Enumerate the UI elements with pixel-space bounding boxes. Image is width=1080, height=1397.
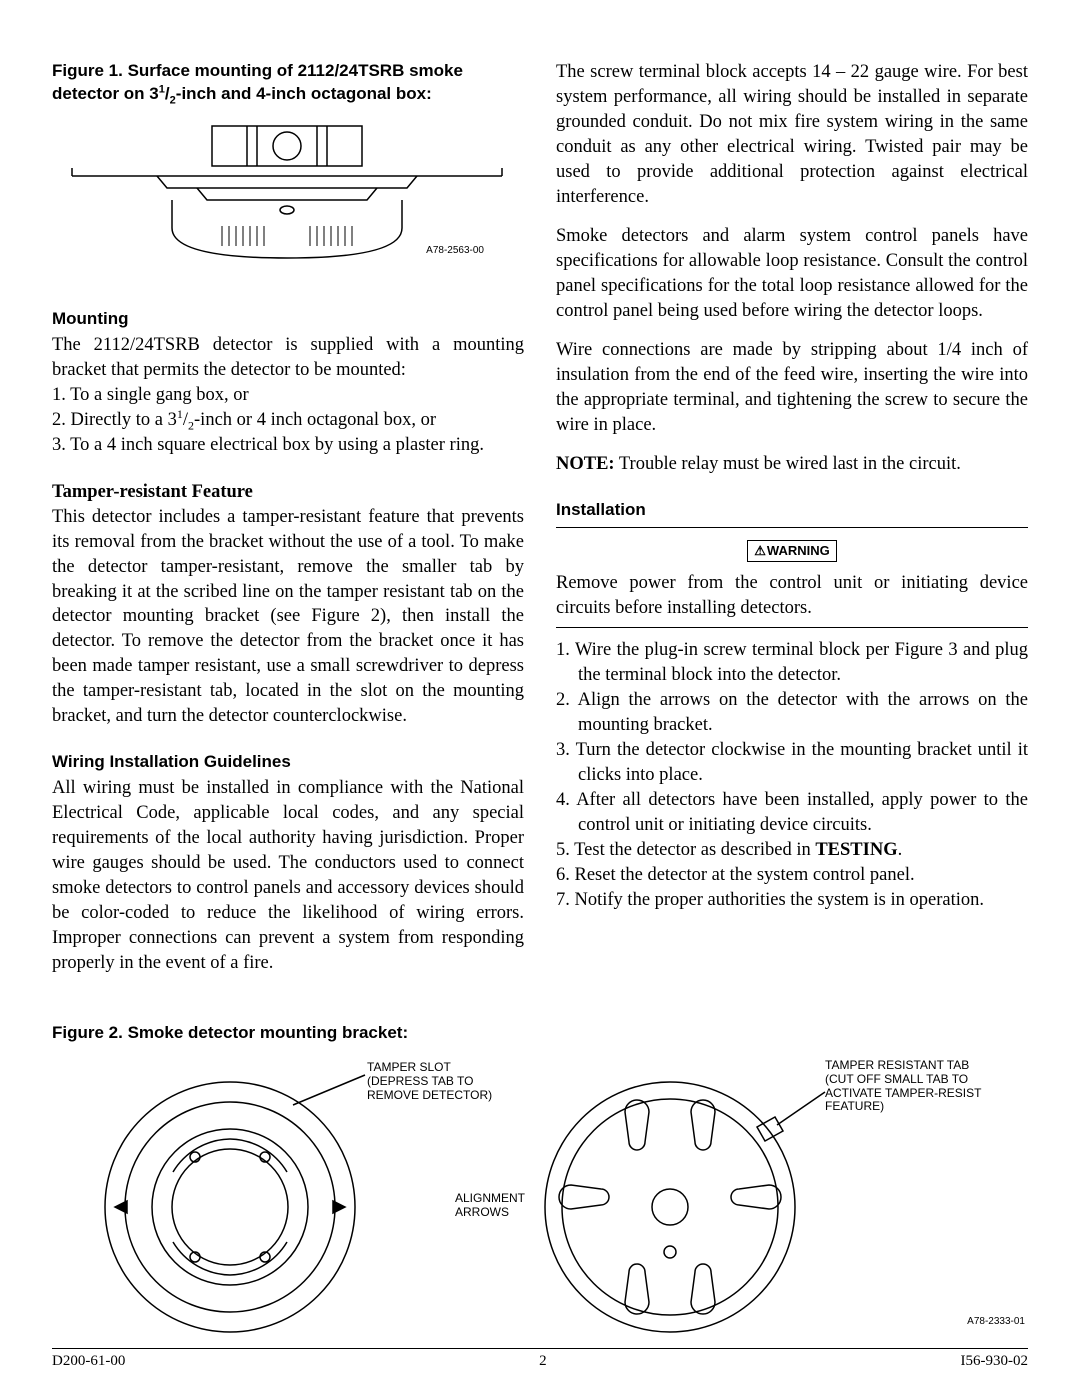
wiring-p3: Smoke detectors and alarm system control… — [556, 224, 1028, 324]
wiring-p2: The screw terminal block accepts 14 – 22… — [556, 60, 1028, 210]
figure-1-title: Figure 1. Surface mounting of 2112/24TSR… — [52, 60, 524, 106]
mounting-p1: The 2112/24TSRB detector is supplied wit… — [52, 333, 524, 383]
fig2-label-tamper-tab: TAMPER RESISTANT TAB (CUT OFF SMALL TAB … — [825, 1059, 981, 1114]
install-li7: 7. Notify the proper authorities the sys… — [556, 888, 1028, 913]
installation-heading: Installation — [556, 499, 1028, 522]
mounting-list: 1. To a single gang box, or 2. Directly … — [52, 383, 524, 458]
figure-2-image: TAMPER SLOT (DEPRESS TAB TO REMOVE DETEC… — [55, 1057, 1025, 1347]
footer-right: I56-930-02 — [960, 1351, 1028, 1371]
install-li1: 1. Wire the plug-in screw terminal block… — [556, 638, 1028, 688]
fig2-label-tamper-slot: TAMPER SLOT (DEPRESS TAB TO REMOVE DETEC… — [367, 1061, 492, 1102]
installation-rule-top — [556, 527, 1028, 528]
mounting-li3: 3. To a 4 inch square electrical box by … — [52, 433, 524, 458]
installation-section: Installation ⚠WARNING Remove power from … — [556, 499, 1028, 914]
figure-2-title: Figure 2. Smoke detector mounting bracke… — [52, 1022, 1028, 1045]
tamper-section: Tamper-resistant Feature This detector i… — [52, 480, 524, 730]
warning-icon: ⚠ — [754, 543, 766, 558]
mounting-heading: Mounting — [52, 308, 524, 331]
installation-warning-text: Remove power from the control unit or in… — [556, 571, 1028, 621]
wiring-section-left: Wiring Installation Guidelines All wirin… — [52, 751, 524, 976]
page-footer: D200-61-00 2 I56-930-02 — [52, 1348, 1028, 1371]
footer-left: D200-61-00 — [52, 1351, 125, 1371]
mounting-section: Mounting The 2112/24TSRB detector is sup… — [52, 308, 524, 458]
installation-rule-bottom — [556, 627, 1028, 628]
figure-2: Figure 2. Smoke detector mounting bracke… — [52, 1022, 1028, 1347]
install-li2: 2. Align the arrows on the detector with… — [556, 688, 1028, 738]
tamper-heading: Tamper-resistant Feature — [52, 480, 524, 505]
figure-2-ref: A78-2333-01 — [967, 1315, 1025, 1329]
footer-center: 2 — [539, 1351, 547, 1371]
figure-1-title-line2: detector on 31/2-inch and 4-inch octagon… — [52, 84, 432, 103]
wiring-section-right: The screw terminal block accepts 14 – 22… — [556, 60, 1028, 477]
fig2-label-alignment: ALIGNMENT ARROWS — [455, 1192, 525, 1220]
warning-box: ⚠WARNING — [556, 538, 1028, 563]
figure-1-title-line1: Figure 1. Surface mounting of 2112/24TSR… — [52, 61, 463, 80]
figure-1-ref: A78-2563-00 — [426, 244, 484, 258]
install-li3: 3. Turn the detector clockwise in the mo… — [556, 738, 1028, 788]
install-li5: 5. Test the detector as described in TES… — [556, 838, 1028, 863]
wiring-heading: Wiring Installation Guidelines — [52, 751, 524, 774]
mounting-li1: 1. To a single gang box, or — [52, 383, 524, 408]
mounting-li2: 2. Directly to a 31/2-inch or 4 inch oct… — [52, 408, 524, 433]
wiring-p1: All wiring must be installed in complian… — [52, 776, 524, 976]
install-li4: 4. After all detectors have been install… — [556, 788, 1028, 838]
figure-1: Figure 1. Surface mounting of 2112/24TSR… — [52, 60, 524, 286]
wiring-p4: Wire connections are made by stripping a… — [556, 338, 1028, 438]
note: NOTE: Trouble relay must be wired last i… — [556, 452, 1028, 477]
tamper-p1: This detector includes a tamper-resistan… — [52, 505, 524, 730]
installation-list: 1. Wire the plug-in screw terminal block… — [556, 638, 1028, 913]
install-li6: 6. Reset the detector at the system cont… — [556, 863, 1028, 888]
figure-1-image: A78-2563-00 — [52, 118, 524, 286]
